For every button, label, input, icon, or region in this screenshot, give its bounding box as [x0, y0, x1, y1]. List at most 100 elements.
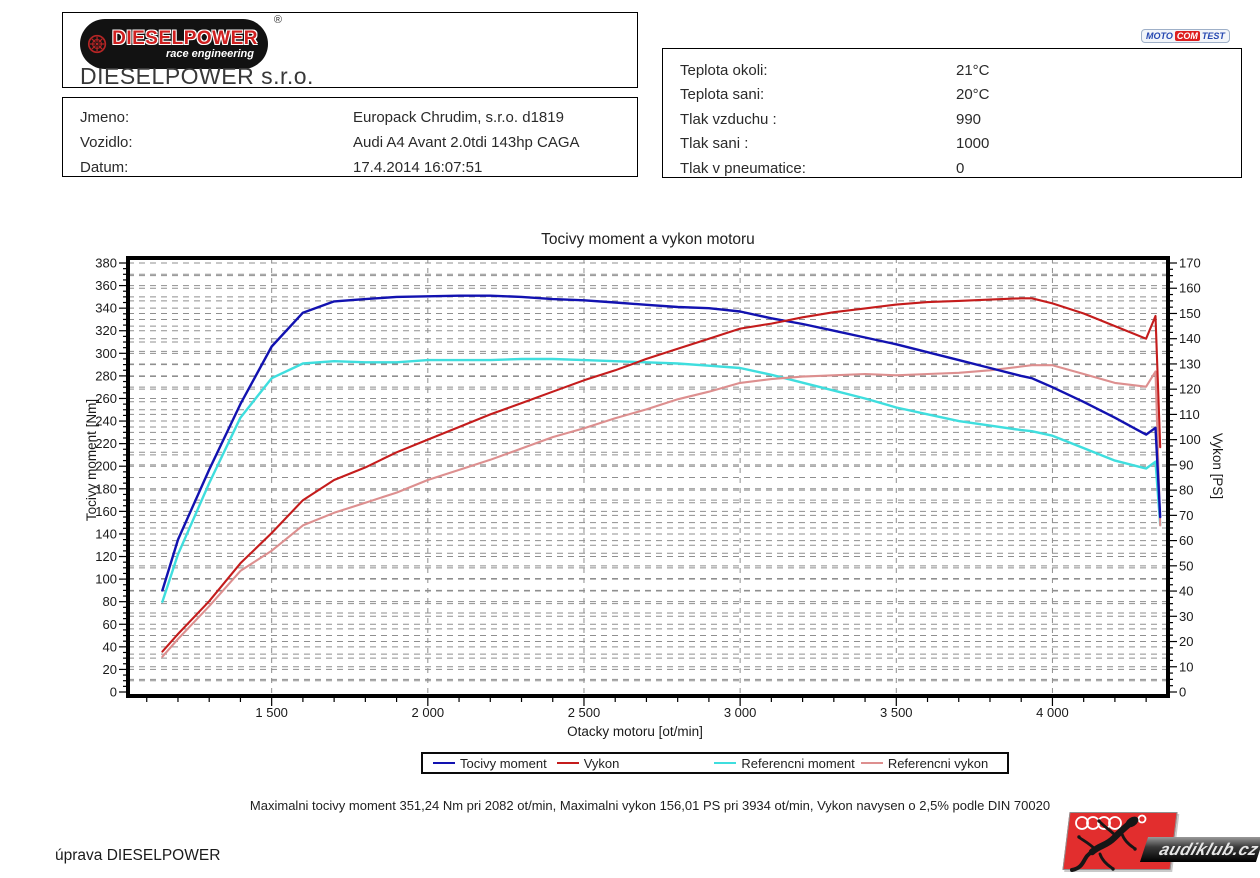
field-value: 0 [956, 160, 965, 177]
svg-text:60: 60 [1179, 533, 1193, 548]
svg-text:50: 50 [1179, 558, 1193, 573]
legend-label: Tocivy moment [460, 755, 547, 771]
company-name: DIESELPOWER s.r.o. [80, 63, 314, 89]
motocom-part1: MOTO [1146, 31, 1173, 41]
svg-text:170: 170 [1179, 256, 1201, 271]
svg-text:20: 20 [103, 662, 117, 677]
svg-text:2 500: 2 500 [568, 705, 601, 720]
svg-text:140: 140 [95, 526, 117, 541]
condition-row: Tlak sani : 1000 [663, 135, 1241, 154]
chart-title: Tocivy moment a vykon motoru [541, 231, 755, 248]
axis-ticks [119, 262, 1177, 706]
svg-text:4 000: 4 000 [1036, 705, 1069, 720]
legend-line-swatch [433, 762, 455, 764]
y-left-axis-title: Tocivy moment [Nm] [84, 399, 99, 521]
curve-tocivy-moment [161, 294, 1162, 592]
svg-text:100: 100 [95, 572, 117, 587]
svg-text:0: 0 [110, 685, 117, 700]
legend-item-1: Tocivy moment [433, 756, 547, 771]
svg-text:160: 160 [1179, 281, 1201, 296]
svg-text:130: 130 [1179, 356, 1201, 371]
legend-line-swatch [860, 762, 883, 764]
legend-line-swatch [714, 762, 737, 764]
curve-referencni-moment [161, 357, 1162, 603]
curves [161, 294, 1162, 658]
audiklub-logo: audiklub.cz [1062, 810, 1260, 876]
axis-tick-labels: 0204060801001201401601802002202402602803… [95, 256, 1200, 721]
vehicle-row-datum: Datum: 17.4.2014 16:07:51 [63, 159, 637, 178]
condition-row: Teplota sani: 20°C [663, 86, 1241, 105]
svg-text:20: 20 [1179, 634, 1193, 649]
svg-text:340: 340 [95, 301, 117, 316]
gridlines [128, 258, 1168, 696]
legend-item-2: Vykon [556, 755, 620, 771]
svg-text:160: 160 [95, 504, 117, 519]
vehicle-row-jmeno: Jmeno: Europack Chrudim, s.r.o. d1819 [63, 109, 637, 128]
field-label: Teplota okoli: [680, 62, 768, 79]
audi-rings-icon [1075, 814, 1147, 830]
motocom-part2: COM [1174, 31, 1200, 41]
chart-legend: Tocivy moment Vykon Referencni moment Refer… [421, 752, 1009, 774]
gecko-icon [1070, 820, 1136, 872]
svg-text:120: 120 [95, 549, 117, 564]
svg-text:70: 70 [1179, 508, 1193, 523]
svg-text:360: 360 [95, 278, 117, 293]
field-label: Jmeno: [80, 109, 130, 126]
gecko-head-and-toes [1077, 816, 1139, 871]
brand-logo-line1: DIESELPOWER [112, 28, 258, 49]
condition-row: Teplota okoli: 21°C [663, 62, 1241, 81]
field-value: Europack Chrudim, s.r.o. d1819 [353, 109, 564, 126]
motocom-test-logo: MOTO COM TEST [1141, 29, 1230, 43]
legend-item-4: Referencni vykon [860, 755, 989, 771]
svg-text:40: 40 [1179, 584, 1193, 599]
svg-text:380: 380 [95, 256, 117, 271]
svg-text:10: 10 [1179, 659, 1193, 674]
svg-text:100: 100 [1179, 432, 1201, 447]
field-value: Audi A4 Avant 2.0tdi 143hp CAGA [353, 134, 580, 151]
legend-label: Referencni moment [741, 755, 855, 771]
field-label: Tlak v pneumatice: [680, 160, 806, 177]
field-value: 17.4.2014 16:07:51 [353, 159, 483, 176]
gecko-and-rings-icon [1070, 814, 1147, 872]
svg-text:3 500: 3 500 [880, 705, 913, 720]
svg-text:180: 180 [95, 481, 117, 496]
field-value: 1000 [956, 135, 990, 152]
y-right-axis-title: Vykon [PS] [1210, 433, 1225, 499]
field-label: Vozidlo: [80, 134, 133, 151]
legend-line-swatch [556, 762, 579, 764]
svg-text:140: 140 [1179, 331, 1201, 346]
svg-text:90: 90 [1179, 457, 1193, 472]
legend-item-3: Referencni moment [714, 755, 855, 771]
field-value: 21°C [956, 62, 990, 79]
svg-text:2 000: 2 000 [412, 705, 445, 720]
condition-row: Tlak vzduchu : 990 [663, 111, 1241, 130]
svg-text:320: 320 [95, 323, 117, 338]
svg-text:110: 110 [1179, 407, 1200, 422]
svg-text:80: 80 [103, 594, 117, 609]
brand-box: DIESELPOWER race engineering ® DIESELPOW… [62, 12, 638, 89]
svg-text:3 000: 3 000 [724, 705, 757, 720]
results-summary: Maximalni tocivy moment 351,24 Nm pri 20… [249, 798, 1051, 813]
svg-text:150: 150 [1179, 306, 1201, 321]
svg-text:40: 40 [103, 639, 117, 654]
dyno-chart: 0204060801001201401601802002202402602803… [84, 256, 1225, 740]
registered-trademark-icon: ® [273, 14, 282, 26]
svg-text:260: 260 [95, 391, 117, 406]
svg-text:0: 0 [1179, 685, 1186, 700]
condition-row: Tlak v pneumatice: 0 [663, 160, 1241, 179]
svg-text:80: 80 [1179, 483, 1193, 498]
field-label: Tlak sani : [680, 135, 749, 152]
svg-text:60: 60 [103, 617, 117, 632]
svg-text:240: 240 [95, 414, 117, 429]
field-label: Tlak vzduchu : [680, 111, 777, 128]
curve-vykon [161, 297, 1162, 653]
motocom-part3: TEST [1201, 31, 1225, 41]
svg-text:220: 220 [95, 436, 117, 451]
legend-label: Vykon [583, 755, 620, 771]
conditions-box: Teplota okoli: 21°C Teplota sani: 20°C T… [662, 48, 1242, 178]
field-value: 20°C [956, 86, 990, 103]
dieselpower-logo: DIESELPOWER race engineering ® [80, 14, 282, 69]
legend-label: Referencni vykon [887, 755, 989, 771]
x-axis-title: Otacky motoru [ot/min] [567, 724, 703, 739]
